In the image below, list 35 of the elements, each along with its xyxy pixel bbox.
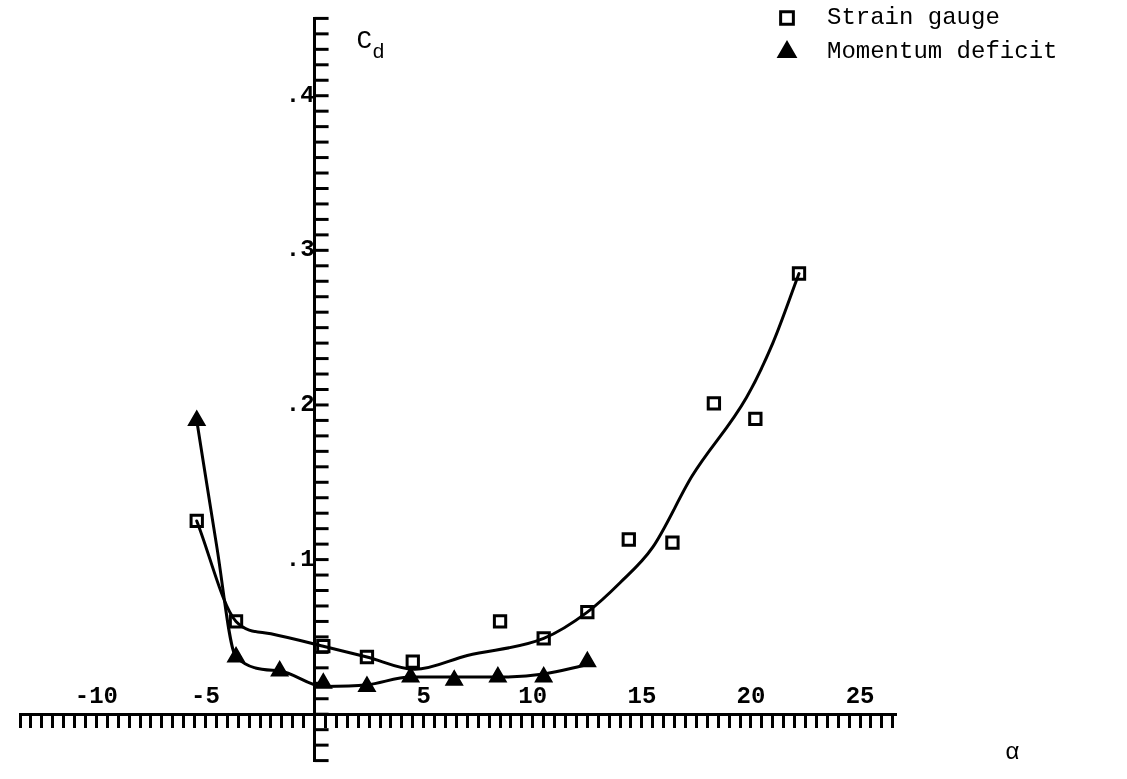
point <box>536 631 551 646</box>
legend-label: Strain gauge <box>827 4 1000 32</box>
y-tick-label: .4 <box>285 81 315 109</box>
point <box>578 652 596 668</box>
point <box>358 676 376 692</box>
point <box>706 396 722 411</box>
y-tick-label: .3 <box>285 236 315 264</box>
point <box>489 667 507 683</box>
point <box>271 661 289 677</box>
point <box>535 667 553 683</box>
x-tick-label: -5 <box>191 682 220 710</box>
point <box>665 535 680 550</box>
point <box>359 649 375 665</box>
point <box>621 532 636 547</box>
x-tick-label: -10 <box>74 682 118 710</box>
x-tick-label: 20 <box>736 682 766 710</box>
point <box>189 513 204 529</box>
point <box>580 605 595 620</box>
y-tick-label: .1 <box>285 545 315 573</box>
x-tick-label: 25 <box>845 682 875 710</box>
point <box>316 639 331 654</box>
point <box>492 614 508 629</box>
point <box>791 266 807 281</box>
x-tick-label: 5 <box>416 682 431 710</box>
y-tick-label: .2 <box>285 391 315 419</box>
x-axis-title: α <box>1005 738 1020 766</box>
point <box>228 614 244 629</box>
point <box>314 673 332 689</box>
x-tick-label: 10 <box>518 682 548 710</box>
point <box>445 670 463 686</box>
legend-label: Momentum deficit <box>827 38 1058 66</box>
point <box>748 411 763 427</box>
point <box>227 647 245 663</box>
point <box>405 654 420 669</box>
x-tick-label: 15 <box>627 682 657 710</box>
